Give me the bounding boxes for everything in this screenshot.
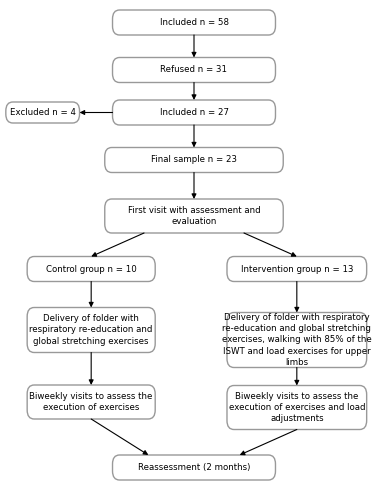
FancyBboxPatch shape (227, 386, 367, 430)
Text: Included n = 58: Included n = 58 (159, 18, 229, 27)
FancyBboxPatch shape (113, 100, 275, 125)
Text: Control group n = 10: Control group n = 10 (46, 264, 137, 274)
Text: Refused n = 31: Refused n = 31 (161, 66, 227, 74)
Text: Biweekly visits to assess the
execution of exercises: Biweekly visits to assess the execution … (29, 392, 153, 412)
Text: Delivery of folder with respiratory
re-education and global stretching
exercises: Delivery of folder with respiratory re-e… (222, 314, 372, 366)
Text: Excluded n = 4: Excluded n = 4 (10, 108, 76, 117)
FancyBboxPatch shape (227, 256, 367, 281)
FancyBboxPatch shape (6, 102, 80, 123)
Text: Intervention group n = 13: Intervention group n = 13 (241, 264, 353, 274)
FancyBboxPatch shape (27, 256, 155, 281)
FancyBboxPatch shape (227, 312, 367, 368)
FancyBboxPatch shape (105, 199, 283, 233)
FancyBboxPatch shape (27, 308, 155, 352)
Text: Final sample n = 23: Final sample n = 23 (151, 156, 237, 164)
Text: First visit with assessment and
evaluation: First visit with assessment and evaluati… (128, 206, 260, 226)
FancyBboxPatch shape (113, 10, 275, 35)
Text: Delivery of folder with
respiratory re-education and
global stretching exercises: Delivery of folder with respiratory re-e… (29, 314, 153, 346)
Text: Biweekly visits to assess the
execution of exercises and load
adjustments: Biweekly visits to assess the execution … (229, 392, 365, 423)
FancyBboxPatch shape (113, 58, 275, 82)
FancyBboxPatch shape (113, 455, 275, 480)
FancyBboxPatch shape (105, 148, 283, 172)
Text: Reassessment (2 months): Reassessment (2 months) (138, 463, 250, 472)
FancyBboxPatch shape (27, 385, 155, 419)
Text: Included n = 27: Included n = 27 (159, 108, 229, 117)
